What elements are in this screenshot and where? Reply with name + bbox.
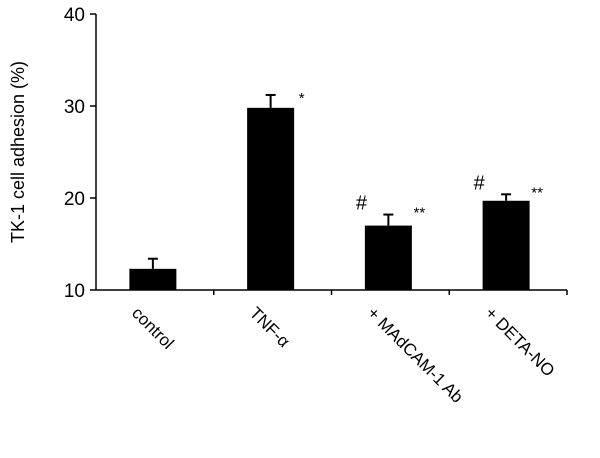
- x-category-label: control: [128, 303, 178, 353]
- y-axis-title: TK-1 cell adhesion (%): [8, 61, 28, 243]
- y-tick-label: 20: [64, 189, 85, 210]
- hash-annotation: #: [474, 172, 486, 194]
- bar: [364, 225, 412, 290]
- hash-annotation: #: [356, 193, 368, 215]
- bar: [129, 268, 177, 290]
- x-axis: [96, 289, 568, 295]
- x-category-label: + MAdCAM-1 Ab: [364, 303, 467, 406]
- category-labels: control TNF-α + MAdCAM-1 Ab + DETA-NO: [128, 303, 558, 406]
- bar: [247, 107, 295, 290]
- bars: [129, 93, 530, 290]
- asterisk-annotation: **: [531, 184, 543, 201]
- asterisk-annotation: *: [299, 90, 305, 107]
- asterisk-annotation: **: [414, 205, 426, 222]
- x-category-label: + DETA-NO: [481, 303, 558, 380]
- y-tick-label: 40: [64, 5, 85, 26]
- significance-annotations: * # ** # **: [299, 90, 543, 222]
- y-tick-label: 10: [64, 281, 85, 302]
- bar: [482, 200, 530, 290]
- x-category-label: TNF-α: [246, 303, 294, 351]
- y-tick-label: 30: [64, 97, 85, 118]
- y-axis: 10 20 30 40: [64, 5, 97, 302]
